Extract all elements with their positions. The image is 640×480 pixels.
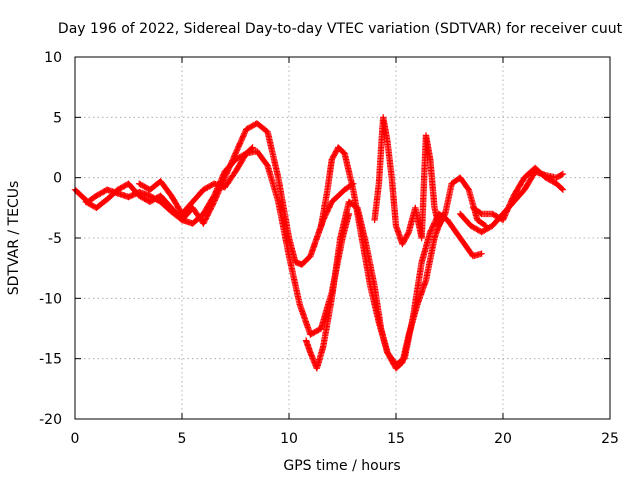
y-tick-label: -5 bbox=[48, 231, 62, 247]
x-tick-label: 15 bbox=[387, 431, 405, 447]
series-trace-b bbox=[82, 147, 353, 338]
series-trace-e bbox=[371, 114, 490, 248]
x-tick-label: 10 bbox=[280, 431, 298, 447]
x-tick-label: 5 bbox=[178, 431, 187, 447]
x-tick-label: 0 bbox=[71, 431, 80, 447]
plus-markers bbox=[136, 144, 256, 218]
x-tick-label: 25 bbox=[601, 431, 619, 447]
x-axis-label: GPS time / hours bbox=[283, 458, 400, 474]
axis-ticks: 0 5 10 15 20 25 -20 -15 -10 -5 0 5 10 bbox=[39, 50, 619, 447]
y-tick-label: 0 bbox=[53, 171, 62, 187]
y-tick-label: -20 bbox=[39, 412, 62, 428]
y-tick-label: 5 bbox=[53, 110, 62, 126]
data-marks bbox=[71, 114, 567, 372]
plus-markers bbox=[82, 147, 353, 338]
y-axis-label: SDTVAR / TECUs bbox=[6, 181, 22, 296]
series-trace-g bbox=[457, 168, 567, 236]
y-tick-label: -15 bbox=[39, 352, 62, 368]
y-tick-label: 10 bbox=[44, 50, 62, 66]
series-trace-h bbox=[136, 144, 256, 218]
plus-markers bbox=[371, 114, 490, 248]
chart-title: Day 196 of 2022, Sidereal Day-to-day VTE… bbox=[58, 21, 623, 37]
plus-markers bbox=[457, 168, 567, 236]
y-tick-label: -10 bbox=[39, 291, 62, 307]
x-tick-label: 20 bbox=[494, 431, 512, 447]
